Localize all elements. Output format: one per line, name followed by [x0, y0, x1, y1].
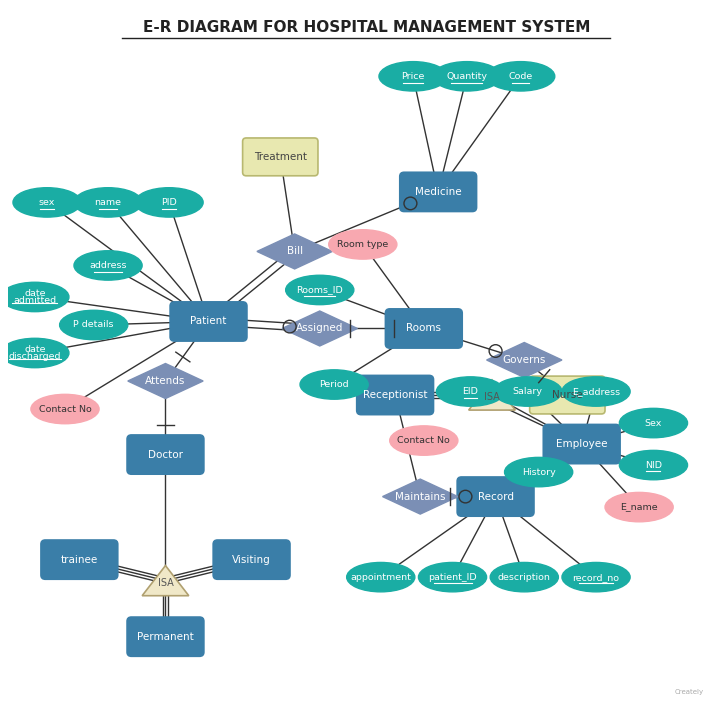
Text: Receptionist: Receptionist — [363, 390, 427, 400]
Text: Contact No: Contact No — [397, 436, 450, 445]
Text: discharged: discharged — [9, 352, 61, 361]
Polygon shape — [469, 380, 515, 410]
Text: Employee: Employee — [556, 439, 607, 449]
Text: Assigned: Assigned — [296, 323, 344, 333]
Text: Patient: Patient — [190, 316, 226, 326]
Text: E-R DIAGRAM FOR HOSPITAL MANAGEMENT SYSTEM: E-R DIAGRAM FOR HOSPITAL MANAGEMENT SYST… — [143, 20, 590, 35]
Ellipse shape — [31, 395, 99, 424]
Polygon shape — [257, 234, 332, 269]
FancyBboxPatch shape — [242, 138, 318, 176]
Ellipse shape — [389, 426, 458, 455]
Ellipse shape — [486, 61, 555, 91]
Ellipse shape — [1, 338, 69, 368]
Text: Nurse: Nurse — [552, 390, 582, 400]
FancyBboxPatch shape — [530, 376, 605, 414]
Text: E_address: E_address — [572, 387, 620, 396]
Ellipse shape — [432, 61, 501, 91]
FancyBboxPatch shape — [213, 540, 290, 579]
Text: appointment: appointment — [350, 573, 411, 582]
Text: address: address — [90, 261, 127, 270]
Ellipse shape — [620, 408, 687, 438]
Text: Permanent: Permanent — [137, 632, 194, 642]
Text: record_no: record_no — [572, 573, 620, 582]
Text: admitted: admitted — [13, 296, 57, 305]
Text: Rooms: Rooms — [406, 323, 441, 333]
Text: Maintains: Maintains — [395, 491, 446, 501]
Ellipse shape — [436, 377, 505, 406]
FancyBboxPatch shape — [41, 540, 118, 579]
Text: Code: Code — [509, 72, 533, 80]
Ellipse shape — [505, 457, 573, 486]
Text: date: date — [24, 345, 46, 354]
Ellipse shape — [74, 251, 142, 280]
Text: trainee: trainee — [60, 555, 98, 565]
FancyBboxPatch shape — [543, 424, 620, 464]
Text: Visiting: Visiting — [232, 555, 271, 565]
Text: Room type: Room type — [337, 240, 389, 249]
FancyBboxPatch shape — [127, 617, 204, 657]
Ellipse shape — [562, 563, 630, 592]
Text: Record: Record — [478, 491, 513, 501]
Ellipse shape — [379, 61, 447, 91]
Text: ISA: ISA — [484, 392, 500, 402]
Ellipse shape — [135, 188, 203, 217]
FancyBboxPatch shape — [357, 376, 433, 414]
Text: History: History — [522, 467, 555, 477]
Ellipse shape — [74, 188, 142, 217]
FancyBboxPatch shape — [127, 435, 204, 474]
Polygon shape — [282, 311, 357, 346]
Ellipse shape — [1, 282, 69, 311]
FancyBboxPatch shape — [170, 302, 247, 341]
Text: PID: PID — [161, 198, 177, 207]
FancyBboxPatch shape — [400, 172, 477, 212]
Text: Quantity: Quantity — [446, 72, 487, 80]
FancyBboxPatch shape — [457, 477, 534, 516]
Ellipse shape — [60, 310, 128, 340]
Text: patient_ID: patient_ID — [428, 573, 477, 582]
Text: sex: sex — [39, 198, 55, 207]
Text: Price: Price — [401, 72, 424, 80]
Polygon shape — [382, 479, 458, 514]
Text: Attends: Attends — [146, 376, 186, 386]
Text: ISA: ISA — [157, 578, 173, 588]
Text: name: name — [95, 198, 122, 207]
Polygon shape — [128, 364, 203, 398]
Text: P details: P details — [74, 321, 114, 330]
Ellipse shape — [285, 275, 354, 305]
Ellipse shape — [562, 377, 630, 406]
Ellipse shape — [329, 229, 397, 259]
Ellipse shape — [620, 450, 687, 480]
Text: Treatment: Treatment — [254, 152, 306, 162]
Text: Doctor: Doctor — [148, 450, 183, 460]
Text: Salary: Salary — [513, 387, 543, 396]
Ellipse shape — [347, 563, 415, 592]
Text: Creately: Creately — [675, 689, 704, 695]
Text: date: date — [24, 289, 46, 298]
Ellipse shape — [300, 370, 368, 399]
Text: Sex: Sex — [645, 419, 662, 428]
Text: NID: NID — [645, 460, 662, 469]
Ellipse shape — [494, 377, 562, 406]
Polygon shape — [142, 566, 189, 596]
Ellipse shape — [13, 188, 81, 217]
Polygon shape — [486, 342, 562, 378]
Text: E_name: E_name — [620, 503, 658, 512]
Text: Bill: Bill — [287, 246, 303, 256]
Text: Contact No: Contact No — [39, 405, 92, 414]
Text: Period: Period — [320, 380, 349, 389]
FancyBboxPatch shape — [385, 309, 462, 348]
Ellipse shape — [490, 563, 558, 592]
Text: Governs: Governs — [502, 355, 546, 365]
Text: EID: EID — [462, 387, 478, 396]
Text: description: description — [498, 573, 550, 582]
Ellipse shape — [605, 492, 673, 522]
Text: Medicine: Medicine — [415, 187, 462, 197]
Ellipse shape — [419, 563, 486, 592]
Text: Rooms_ID: Rooms_ID — [296, 285, 343, 294]
